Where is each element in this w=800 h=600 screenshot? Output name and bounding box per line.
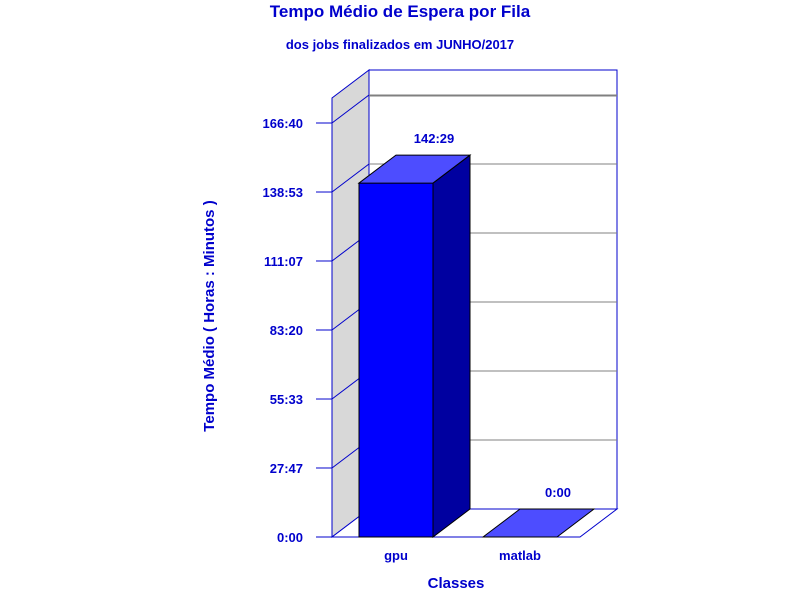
data-label: 142:29 <box>414 131 454 146</box>
bars <box>357 154 596 539</box>
bar-side <box>432 154 471 539</box>
x-axis-label: Classes <box>428 575 485 592</box>
category-label: gpu <box>384 548 408 563</box>
y-tick-label: 27:47 <box>270 461 303 476</box>
bar-gpu <box>357 154 472 539</box>
y-tick-label: 138:53 <box>263 185 303 200</box>
bar-matlab <box>481 508 596 538</box>
gridline-wall <box>331 163 370 193</box>
chart-title: Tempo Médio de Espera por Fila <box>270 2 531 21</box>
chart-subtitle: dos jobs finalizados em JUNHO/2017 <box>286 37 514 52</box>
y-tick-label: 0:00 <box>277 530 303 545</box>
category-label: matlab <box>499 548 541 563</box>
y-axis-ticks: 0:00 27:47 55:33 83:20 111:07 138:53 166:40 <box>263 116 332 545</box>
bar-front <box>358 182 434 538</box>
category-labels: gpu matlab <box>384 548 541 563</box>
bar-top <box>357 154 472 184</box>
data-labels: 142:29 0:00 <box>414 131 571 500</box>
y-tick-label: 55:33 <box>270 392 303 407</box>
y-tick-label: 166:40 <box>263 116 303 131</box>
y-axis-label: Tempo Médio ( Horas : Minutos ) <box>201 200 218 431</box>
gridline-wall <box>331 94 370 124</box>
bar-top <box>481 508 596 538</box>
y-tick-label: 111:07 <box>264 254 303 269</box>
y-tick-label: 83:20 <box>270 323 303 338</box>
data-label: 0:00 <box>545 485 571 500</box>
